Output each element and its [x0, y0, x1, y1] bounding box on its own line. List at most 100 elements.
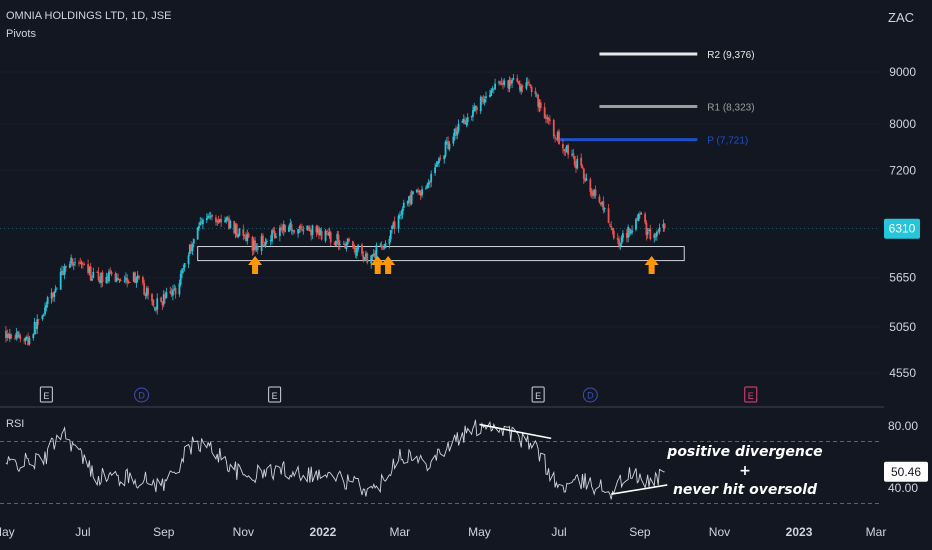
candle-body [640, 212, 643, 215]
candle-body [528, 82, 530, 84]
candle-body [211, 215, 213, 217]
candle-body [627, 226, 630, 238]
candle-body [135, 277, 138, 283]
candle-body [372, 253, 375, 256]
candle-body [448, 143, 451, 149]
candle-body [245, 235, 247, 241]
candle-body [430, 173, 433, 182]
candle-body [71, 258, 74, 265]
candle-body [391, 225, 393, 230]
candle-body [601, 202, 603, 205]
candle-body [32, 334, 35, 339]
candle-body [355, 248, 358, 256]
candle-body [594, 189, 597, 196]
candle-body [361, 244, 363, 255]
candle-body [457, 123, 460, 131]
candle-body [255, 246, 258, 251]
candle-body [282, 224, 285, 231]
candle-body [209, 216, 212, 218]
candle-body [654, 233, 657, 238]
candle-body [537, 94, 540, 107]
candle-body [443, 155, 446, 160]
candle-body [410, 194, 413, 204]
candle-body [329, 232, 332, 243]
candle-body [655, 232, 658, 237]
candle-body [123, 280, 126, 282]
candle-body [238, 228, 241, 236]
candle-body [83, 264, 86, 266]
candle-body [365, 253, 367, 257]
candle-body [342, 243, 345, 245]
candle-body [492, 88, 495, 90]
pivot-label-r2: R2 (9,376) [707, 50, 754, 61]
candle-body [475, 106, 478, 111]
candle-body [500, 82, 503, 85]
candle-body [336, 234, 339, 240]
candle-body [603, 208, 606, 209]
candle-body [558, 131, 560, 145]
candle-body [439, 157, 442, 159]
candle-body [215, 217, 217, 222]
candle-body [663, 223, 666, 229]
candle-body [447, 141, 450, 149]
candle-body [348, 238, 350, 242]
support-arrow-icon [370, 256, 385, 274]
candle-body [608, 223, 611, 225]
candle-body [201, 219, 204, 225]
candle-body [134, 272, 136, 283]
candle-body [190, 244, 193, 252]
candle-body [572, 153, 575, 156]
candle-body [311, 225, 314, 235]
candle-body [174, 287, 177, 295]
candle-body [275, 236, 277, 239]
candle-body [224, 220, 226, 223]
currency-label[interactable]: ZAC [888, 10, 914, 25]
candle-body [503, 80, 506, 85]
candle-body [36, 319, 39, 329]
earnings-marker-label: E [535, 391, 541, 401]
candle-body [63, 266, 66, 275]
dividend-marker-label: D [587, 391, 594, 401]
candle-body [494, 83, 496, 90]
candle-body [216, 221, 219, 222]
chart-title: OMNIA HOLDINGS LTD, 1D, JSE [6, 10, 172, 22]
candle-body [284, 225, 286, 233]
candle-body [472, 110, 474, 117]
candle-body [662, 223, 665, 228]
candle-body [406, 201, 409, 204]
candle-body [482, 99, 485, 102]
candle-body [552, 119, 555, 137]
candle-body [170, 291, 173, 296]
support-zone-rect [197, 246, 685, 262]
candle-body [628, 228, 631, 235]
x-axis-tick-label: Mar [866, 525, 887, 539]
candle-body [316, 228, 319, 233]
candle-body [585, 178, 588, 181]
candle-body [479, 97, 482, 112]
candle-body [320, 230, 323, 240]
candle-body [14, 338, 16, 340]
candle-body [352, 241, 354, 247]
candle-body [136, 275, 139, 279]
candle-body [474, 105, 477, 108]
candle-body [555, 138, 558, 140]
rsi-pane-label: RSI [6, 418, 25, 430]
candle-body [16, 331, 19, 338]
candle-body [602, 201, 605, 211]
candle-body [269, 240, 272, 242]
candle-body [18, 334, 20, 337]
candle-body [375, 245, 378, 259]
candle-body [70, 257, 73, 264]
candle-body [554, 137, 556, 139]
candle-body [61, 270, 63, 273]
candle-body [344, 243, 346, 249]
candle-body [281, 229, 284, 230]
candle-body [153, 306, 156, 308]
candle-body [110, 272, 113, 275]
candle-body [256, 246, 259, 251]
candle-body [346, 238, 349, 245]
candle-body [115, 277, 118, 281]
candle-body [582, 168, 585, 179]
candle-body [97, 272, 100, 280]
